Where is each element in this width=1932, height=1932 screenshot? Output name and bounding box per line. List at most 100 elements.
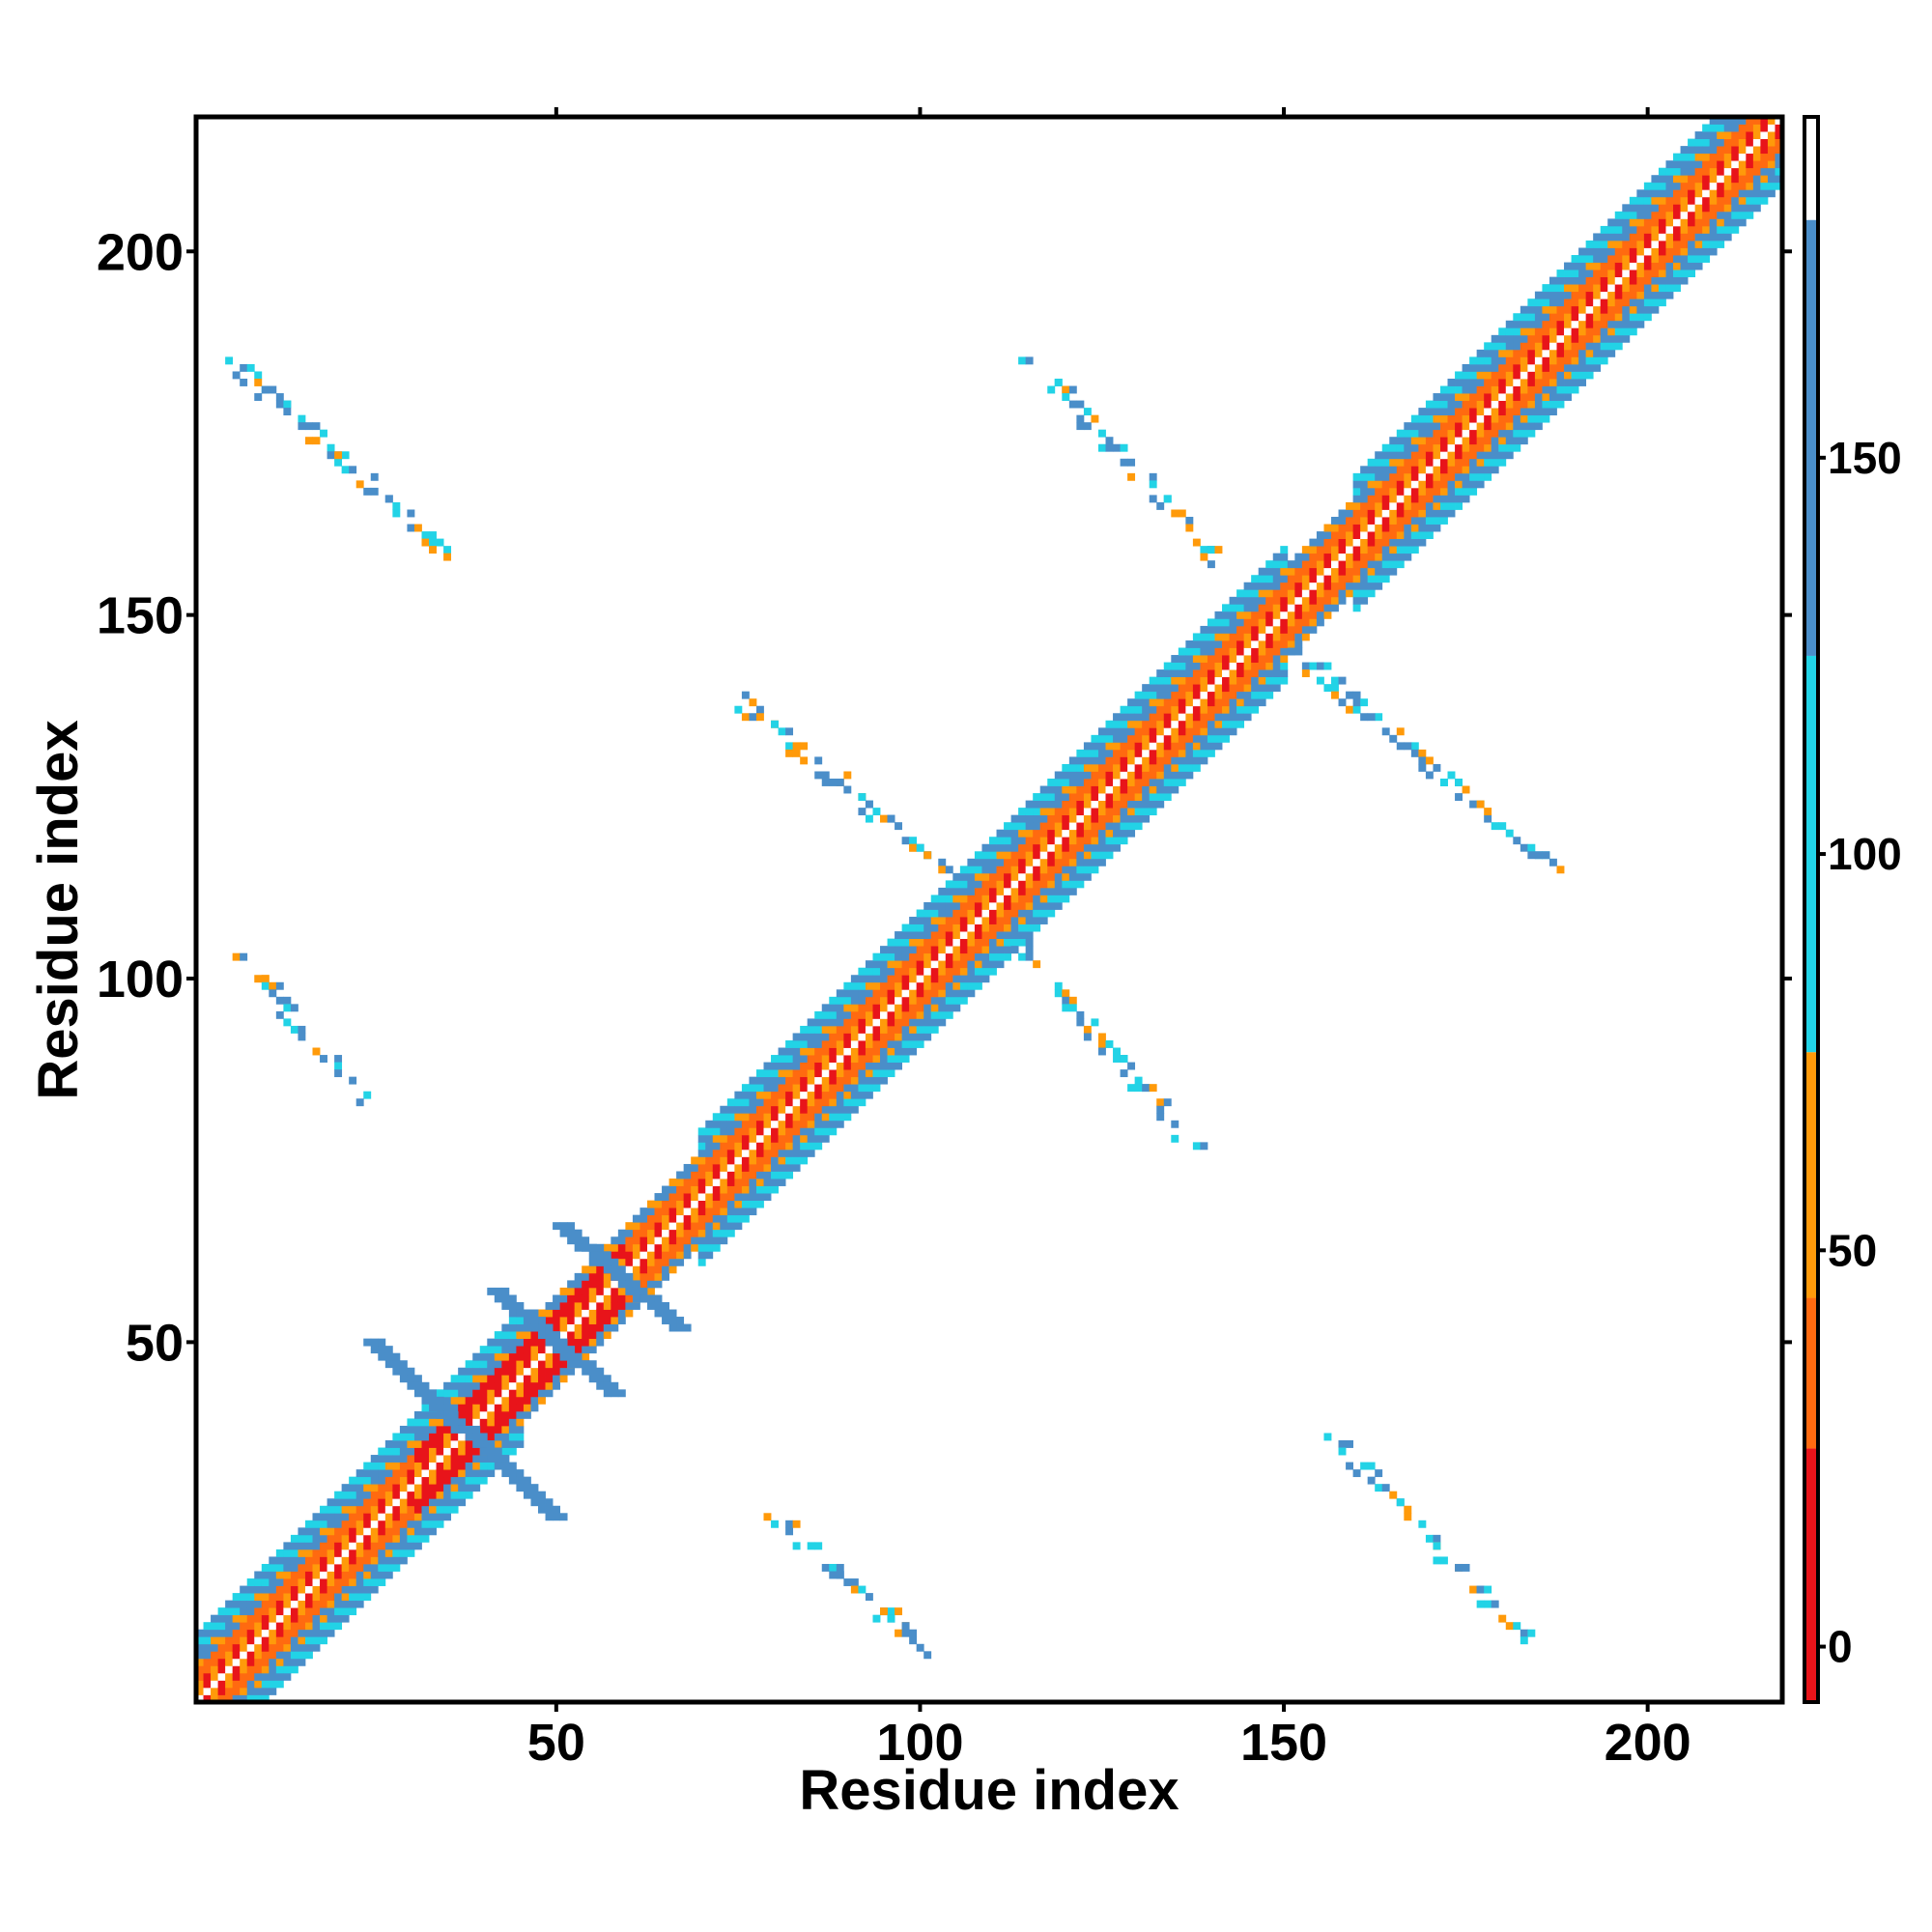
diagonal-cell [1556,349,1565,357]
diagonal-cell [312,1622,321,1631]
diagonal-cell [596,1301,605,1310]
diagonal-cell [1360,517,1369,525]
diagonal-cell [327,1563,335,1572]
sheet-contact-cell [1323,662,1332,670]
sheet-contact-cell [763,1513,772,1521]
diagonal-cell [996,843,1005,852]
diagonal-cell [1622,270,1631,278]
diagonal-cell [1658,211,1666,219]
helix-contact-cell [545,1505,554,1514]
diagonal-cell [1120,749,1128,757]
diagonal-cell [930,1010,939,1019]
diagonal-cell [501,1381,510,1390]
diagonal-cell [1746,146,1754,155]
diagonal-cell [1309,553,1318,561]
diagonal-cell [1142,763,1151,772]
helix-contact-cell [662,1301,669,1310]
diagonal-cell [1251,618,1260,627]
diagonal-cell [1287,567,1295,576]
diagonal-cell [996,851,1005,860]
diagonal-cell [1665,291,1674,299]
diagonal-cell [370,1520,379,1528]
diagonal-cell [298,1578,306,1586]
diagonal-cell [763,1120,772,1128]
diagonal-cell [1054,779,1063,786]
diagonal-cell [1171,779,1179,786]
diagonal-cell [1076,771,1085,780]
diagonal-cell [283,1578,292,1586]
diagonal-cell [676,1214,685,1223]
diagonal-cell [1062,851,1070,860]
diagonal-cell [1171,763,1179,772]
diagonal-cell [1643,204,1652,213]
diagonal-cell [1651,211,1660,219]
diagonal-cell [668,1258,677,1266]
diagonal-cell [1731,167,1740,176]
diagonal-cell [1629,255,1637,263]
sheet-contact-cell [1018,952,1027,961]
diagonal-cell [1097,763,1106,772]
sheet-contact-cell [858,1585,867,1594]
diagonal-cell [349,1593,357,1602]
diagonal-cell [1156,763,1165,772]
diagonal-cell [1004,946,1011,954]
diagonal-cell [785,1163,794,1172]
helix-contact-cell [487,1455,496,1463]
diagonal-cell [1047,800,1056,809]
diagonal-cell [646,1229,655,1237]
diagonal-cell [639,1243,648,1252]
diagonal-cell [283,1600,292,1608]
diagonal-cell [1607,262,1616,270]
sheet-contact-cell [320,429,327,438]
diagonal-cell [596,1309,605,1318]
diagonal-cell [1171,655,1179,663]
diagonal-cell [225,1607,234,1616]
diagonal-cell [1251,691,1260,699]
diagonal-cell [1097,727,1106,736]
diagonal-cell [850,975,859,983]
sheet-contact-cell [290,1025,298,1034]
diagonal-cell [923,967,932,976]
diagonal-cell [807,1105,815,1114]
diagonal-cell [668,1222,677,1231]
diagonal-cell [269,1556,277,1565]
diagonal-cell [1272,625,1281,634]
diagonal-cell [1076,829,1085,838]
diagonal-cell [1214,669,1223,678]
diagonal-cell [1054,808,1063,816]
diagonal-cell [1462,443,1470,452]
diagonal-cell [487,1367,496,1376]
diagonal-cell [611,1301,619,1310]
sheet-contact-cell [407,509,415,518]
diagonal-cell [1702,196,1711,205]
diagonal-cell [1520,385,1528,394]
diagonal-cell [436,1455,444,1463]
helix-contact-cell [523,1484,531,1492]
helix-contact-cell [567,1360,576,1369]
sheet-contact-cell [901,837,910,845]
diagonal-cell [211,1687,218,1695]
diagonal-cell [792,1127,801,1136]
helix-contact-cell [508,1309,517,1318]
diagonal-cell [1404,524,1412,532]
diagonal-cell [1404,472,1412,481]
helix-contact-cell [545,1323,554,1332]
diagonal-cell [959,989,968,998]
diagonal-cell [1643,189,1652,198]
diagonal-cell [1149,763,1157,772]
diagonal-cell [1548,284,1557,293]
diagonal-cell [850,1025,859,1034]
diagonal-cell [639,1236,648,1245]
diagonal-cell [516,1317,525,1324]
sheet-contact-cell [1025,938,1034,947]
diagonal-cell [1513,313,1521,322]
diagonal-cell [683,1222,692,1231]
diagonal-cell [1476,408,1485,416]
diagonal-cell [945,917,953,924]
diagonal-cell [1513,393,1521,401]
diagonal-cell [989,887,997,895]
diagonal-cell [211,1629,218,1637]
diagonal-cell [1142,793,1151,801]
diagonal-cell [1134,771,1143,780]
diagonal-cell [741,1214,750,1223]
